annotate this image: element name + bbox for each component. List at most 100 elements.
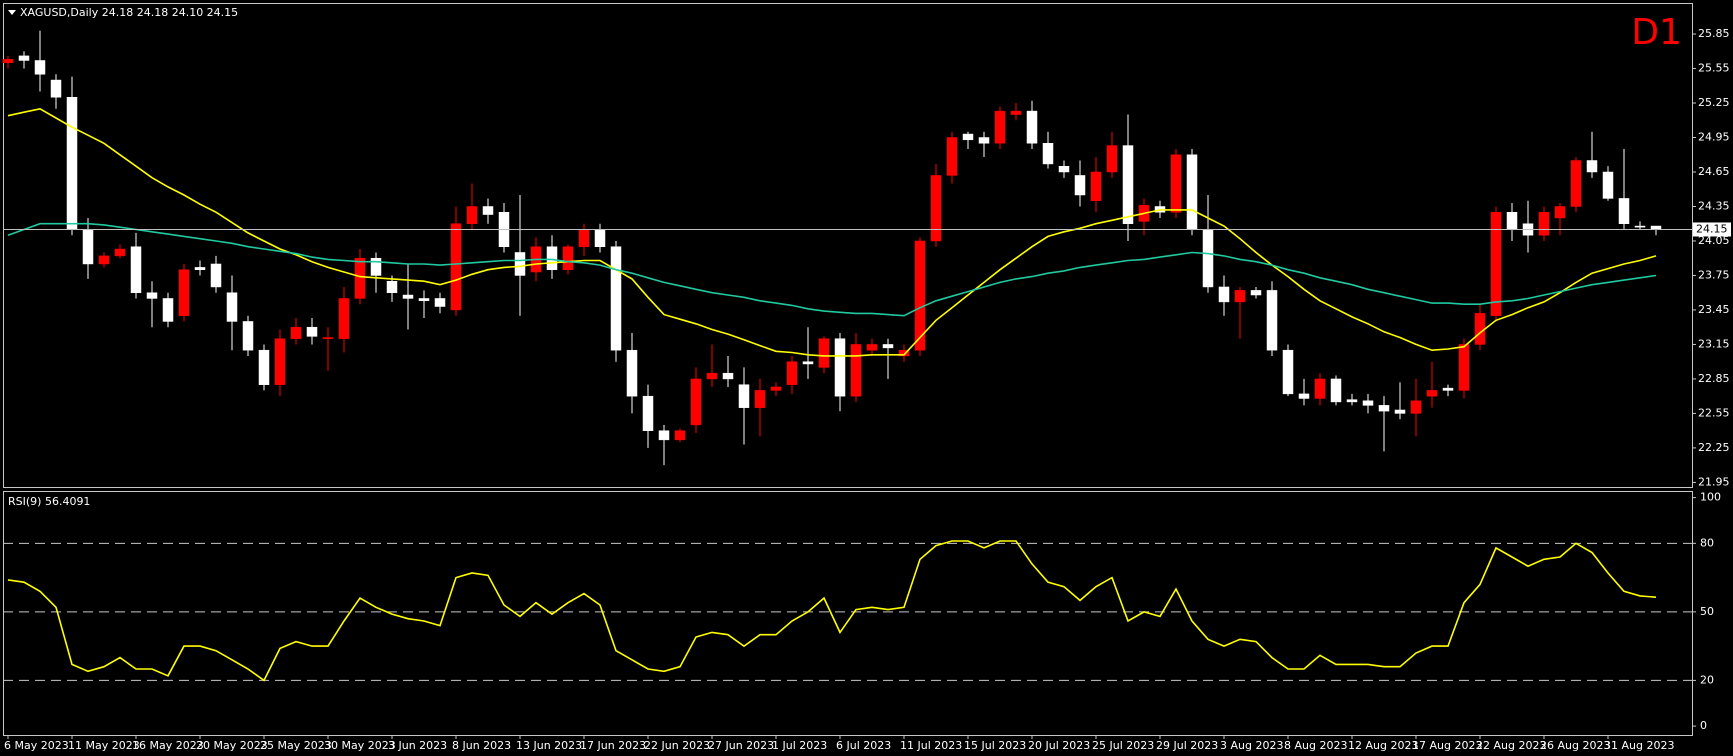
dropdown-arrow[interactable] <box>8 10 16 15</box>
candle-body <box>290 326 302 339</box>
candle-body <box>1058 165 1070 173</box>
candle-body <box>354 257 366 299</box>
x-tick-label: 13 Jun 2023 <box>516 739 582 752</box>
candle-body <box>1634 225 1646 228</box>
y-tick-label: 25.25 <box>1698 96 1730 109</box>
candle-body <box>1346 399 1358 403</box>
candle-body <box>802 361 814 365</box>
x-tick-label: 29 Jul 2023 <box>1156 739 1218 752</box>
timeframe-label: D1 <box>1631 12 1682 53</box>
x-tick-label: 20 May 2023 <box>196 739 268 752</box>
x-tick-label: 8 Aug 2023 <box>1284 739 1347 752</box>
candle-body <box>1442 387 1454 391</box>
candle-body <box>242 321 254 351</box>
candle-body <box>962 133 974 141</box>
x-tick-label: 11 Jul 2023 <box>900 739 962 752</box>
candle-body <box>1330 378 1342 403</box>
x-tick-label: 25 May 2023 <box>260 739 332 752</box>
candle-body <box>1202 229 1214 288</box>
candle-body <box>1042 143 1054 165</box>
candle-body <box>818 338 830 368</box>
x-tick-label: 26 Aug 2023 <box>1540 739 1610 752</box>
candle-body <box>1650 225 1662 230</box>
candle-body <box>98 255 110 265</box>
candle-body <box>770 386 782 391</box>
candle-body <box>114 248 126 257</box>
candle-body <box>482 206 494 215</box>
candle-body <box>1378 405 1390 412</box>
candle-body <box>1074 175 1086 196</box>
candle-body <box>1298 393 1310 399</box>
x-tick-label: 30 May 2023 <box>324 739 396 752</box>
x-tick-label: 17 Aug 2023 <box>1412 739 1482 752</box>
candle-body <box>306 326 318 337</box>
x-tick-label: 27 Jun 2023 <box>708 739 774 752</box>
y-tick-label: 24.05 <box>1698 234 1730 247</box>
candle-body <box>866 344 878 351</box>
x-tick-label: 3 Aug 2023 <box>1220 739 1283 752</box>
candle-body <box>194 267 206 270</box>
candle-body <box>226 292 238 322</box>
candle-body <box>1282 349 1294 395</box>
symbol-header: XAGUSD,Daily 24.18 24.18 24.10 24.15 <box>20 6 238 19</box>
candle-body <box>1026 110 1038 144</box>
candle-body <box>706 372 718 380</box>
candle-body <box>1570 160 1582 207</box>
candle-body <box>578 229 590 247</box>
candle-body <box>1106 145 1118 173</box>
candle-body <box>1506 211 1518 230</box>
candle-body <box>1618 198 1630 224</box>
candle-body <box>1090 171 1102 201</box>
candle-body <box>1234 290 1246 303</box>
candle-body <box>386 280 398 293</box>
candle-body <box>1554 206 1566 219</box>
x-tick-label: 12 Aug 2023 <box>1348 739 1418 752</box>
price-panel-frame <box>3 3 1693 488</box>
x-tick-label: 3 Jun 2023 <box>388 739 447 752</box>
candle-body <box>930 175 942 242</box>
y-tick-label: 25.55 <box>1698 62 1730 75</box>
y-tick-label: 23.75 <box>1698 268 1730 281</box>
candle-body <box>642 395 654 431</box>
x-tick-label: 20 Jul 2023 <box>1028 739 1090 752</box>
y-tick-label: 23.15 <box>1698 337 1730 350</box>
x-tick-label: 25 Jul 2023 <box>1092 739 1154 752</box>
y-tick-label: 22.85 <box>1698 372 1730 385</box>
candle-body <box>1538 211 1550 236</box>
moving-average-line <box>7 107 1657 357</box>
candle-body <box>754 390 766 408</box>
candle-body <box>594 229 606 247</box>
candle-body <box>1314 378 1326 399</box>
candle-body <box>1394 409 1406 414</box>
x-tick-label: 15 Jul 2023 <box>964 739 1026 752</box>
candle-body <box>2 59 14 64</box>
candle-body <box>626 349 638 397</box>
candle-body <box>1186 154 1198 230</box>
candle-body <box>1474 313 1486 345</box>
candle-body <box>674 430 686 441</box>
candle-body <box>146 292 158 299</box>
x-tick-label: 6 May 2023 <box>4 739 69 752</box>
candle-body <box>1602 171 1614 199</box>
candle-body <box>690 378 702 426</box>
candle-body <box>130 246 142 293</box>
y-tick-label: 24.65 <box>1698 165 1730 178</box>
candle-body <box>738 384 750 408</box>
last-price-box <box>1693 222 1731 237</box>
candle-body <box>834 338 846 397</box>
rsi-line <box>7 540 1657 682</box>
candle-body <box>18 55 30 61</box>
candle-body <box>1410 400 1422 414</box>
candle-body <box>882 344 894 349</box>
candle-body <box>898 349 910 357</box>
candle-body <box>546 246 558 270</box>
candle-body <box>1170 154 1182 213</box>
y-tick-label: 21.95 <box>1698 475 1730 488</box>
candle-body <box>66 97 78 230</box>
last-price-label: 24.15 <box>1696 222 1728 235</box>
x-tick-label: 22 Jun 2023 <box>644 739 710 752</box>
x-tick-label: 16 May 2023 <box>132 739 204 752</box>
candle-body <box>658 430 670 441</box>
